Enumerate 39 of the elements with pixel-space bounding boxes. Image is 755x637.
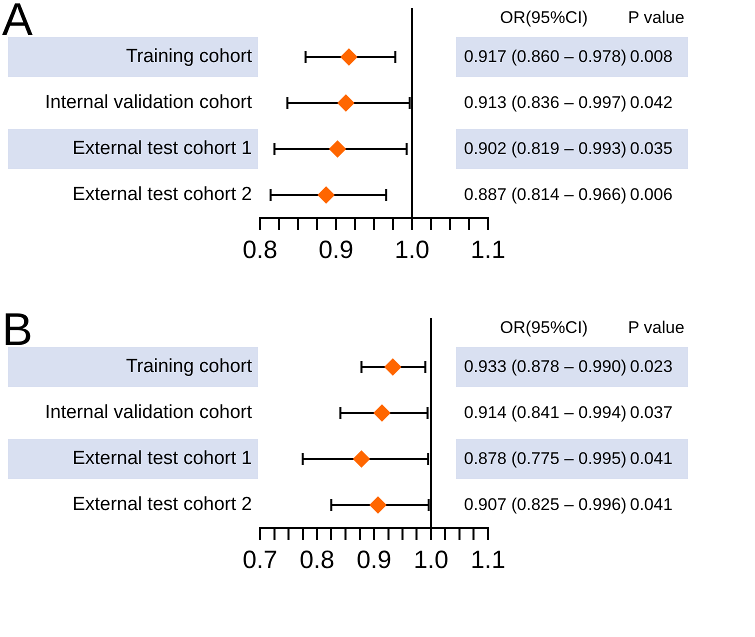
- data-label: 0.917 (0.860 – 0.978): [464, 46, 627, 68]
- category-label: Training cohort: [126, 46, 252, 67]
- category-label: External test cohort 1: [72, 138, 252, 159]
- text: 0.008: [630, 46, 673, 68]
- data-label: 0.902 (0.819 – 0.993): [464, 138, 627, 160]
- x-tick-label: 1.0: [414, 546, 448, 574]
- data-label: 0.878 (0.775 – 0.995): [464, 448, 627, 470]
- x-tick-label: 0.7: [242, 546, 278, 574]
- data-label: 0.933 (0.878 – 0.990): [464, 356, 627, 378]
- text: 0.041: [630, 494, 673, 516]
- x-tick-label: 0.8: [242, 236, 278, 264]
- text: P value: [628, 317, 684, 339]
- text: 0.042: [630, 92, 673, 114]
- text: 0.037: [630, 402, 673, 424]
- category-label: External test cohort 2: [72, 184, 252, 205]
- text: 0.035: [630, 138, 673, 160]
- data-label: 0.913 (0.836 – 0.997): [464, 92, 627, 114]
- x-tick-label: 1.1: [470, 236, 506, 264]
- category-label: External test cohort 2: [72, 494, 252, 515]
- text: OR(95%CI): [500, 317, 588, 339]
- text: 0.006: [630, 184, 673, 206]
- text: OR(95%CI): [500, 7, 588, 29]
- x-tick-label: 0.9: [356, 546, 392, 574]
- chart-title: B: [2, 303, 33, 355]
- category-label: Training cohort: [126, 356, 252, 377]
- data-label: 0.914 (0.841 – 0.994): [464, 402, 627, 424]
- category-label: Internal validation cohort: [44, 402, 252, 423]
- text: 0.023: [630, 356, 673, 378]
- data-label: 0.887 (0.814 – 0.966): [464, 184, 627, 206]
- text: P value: [628, 7, 684, 29]
- x-tick-label: 1.1: [470, 546, 506, 574]
- text: 0.041: [630, 448, 673, 470]
- x-tick-label: 0.9: [318, 236, 354, 264]
- category-label: Internal validation cohort: [44, 92, 252, 113]
- chart-title: A: [2, 0, 33, 45]
- x-tick-label: 1.0: [394, 236, 430, 264]
- x-tick-label: 0.8: [300, 546, 334, 574]
- data-label: 0.907 (0.825 – 0.996): [464, 494, 627, 516]
- category-label: External test cohort 1: [72, 448, 252, 469]
